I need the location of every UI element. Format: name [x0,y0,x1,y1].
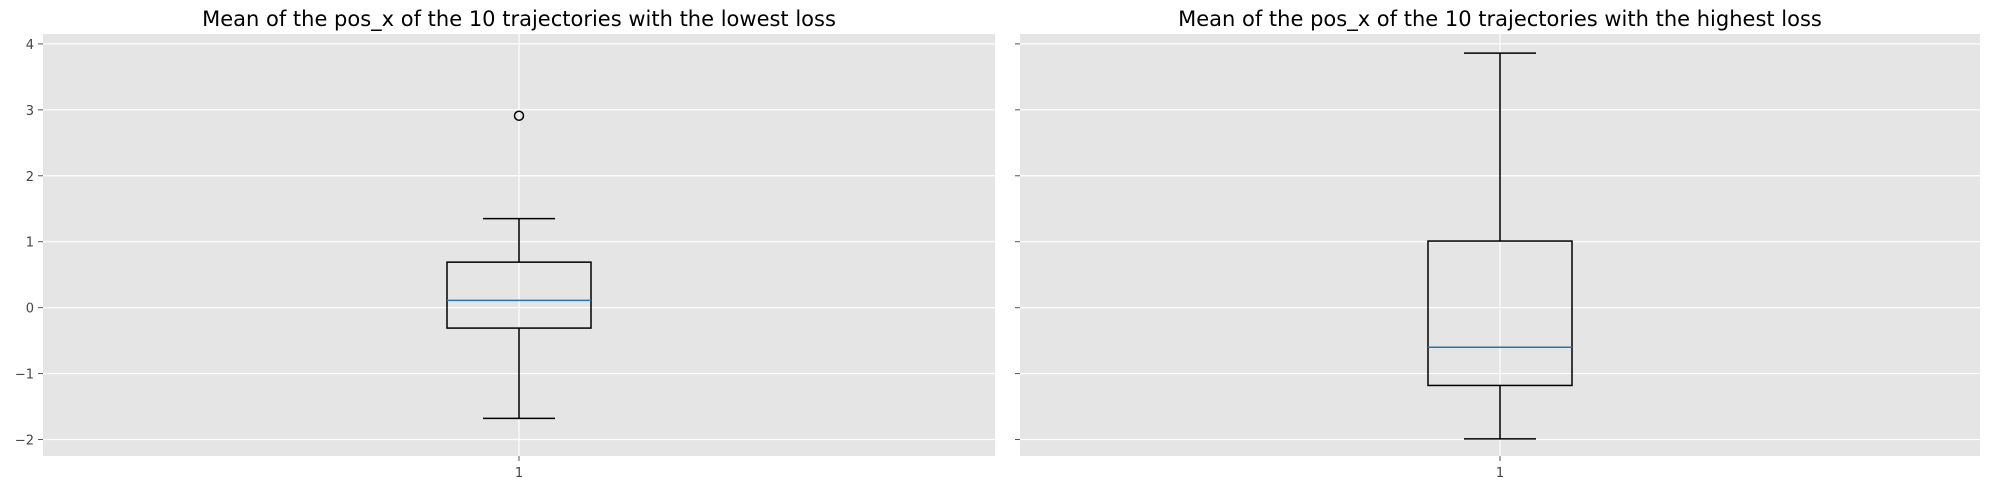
chart-title-left: Mean of the pos_x of the 10 trajectories… [202,7,836,32]
subplot-left: Mean of the pos_x of the 10 trajectories… [15,7,995,481]
boxplot-left [446,110,592,461]
subplot-right: Mean of the pos_x of the 10 trajectories… [1015,7,1980,481]
iqr-box [1427,240,1573,387]
boxplot-right [1427,52,1573,461]
y-tick-label: 4 [26,38,34,53]
y-tick-label: 1 [26,236,34,251]
y-tick-label: 2 [26,170,34,185]
y-tick-label: −2 [15,434,34,449]
x-tick-label-left: 1 [515,466,523,481]
y-tick-label: 3 [26,104,34,119]
chart-title-right: Mean of the pos_x of the 10 trajectories… [1178,7,1822,32]
y-tick-label: 0 [26,302,34,317]
y-axis-right [1015,43,1020,441]
iqr-box [446,261,592,329]
y-tick-label: −1 [15,368,34,383]
y-axis-left: −2 −1 0 1 2 3 4 [15,38,43,449]
outlier-point [513,110,525,122]
x-tick-label-right: 1 [1496,466,1504,481]
